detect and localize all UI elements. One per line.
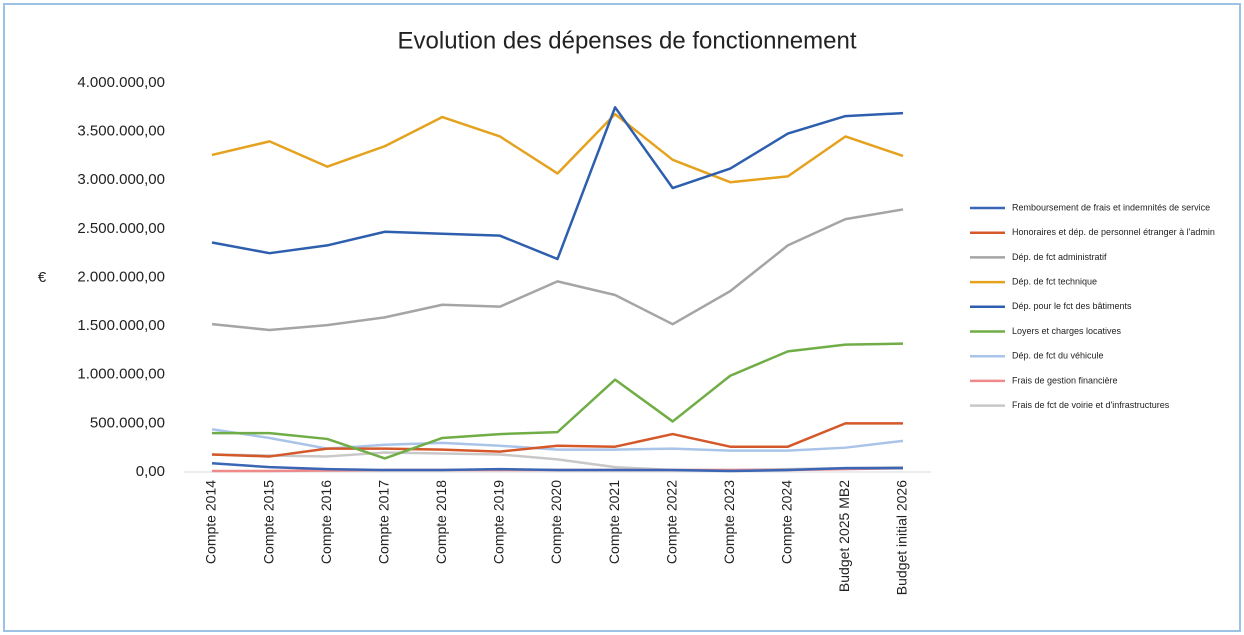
legend-label: Honoraires et dép. de personnel étranger… <box>1012 227 1215 237</box>
x-tick-label: Budget 2025 MB2 <box>836 480 852 592</box>
x-tick-label: Budget initial 2026 <box>894 480 910 595</box>
legend-label: Loyers et charges locatives <box>1012 326 1122 336</box>
legend-label: Dép. de fct administratif <box>1012 252 1107 262</box>
y-tick-label: 2.500.000,00 <box>77 220 165 237</box>
y-tick-label: 3.000.000,00 <box>77 171 165 188</box>
series-line <box>212 342 904 460</box>
series-line <box>211 422 903 458</box>
x-tick-label: Compte 2023 <box>721 480 737 564</box>
x-tick-label: Compte 2017 <box>375 480 391 564</box>
legend-label: Frais de fct de voirie et d'infrastructu… <box>1012 400 1170 410</box>
legend-label: Frais de gestion financière <box>1012 375 1118 385</box>
y-tick-label: 4.000.000,00 <box>77 74 165 91</box>
x-tick-label: Compte 2018 <box>433 480 449 564</box>
y-tick-label: 3.500.000,00 <box>77 123 165 140</box>
x-tick-label: Compte 2024 <box>779 480 795 564</box>
legend-label: Dép. de fct technique <box>1012 276 1097 286</box>
series-line <box>211 106 904 261</box>
x-tick-label: Compte 2022 <box>663 480 679 564</box>
series-line <box>211 461 903 473</box>
y-tick-label: 500.000,00 <box>90 414 165 431</box>
legend-label: Dép. de fct du véhicule <box>1012 351 1104 361</box>
chart-border <box>3 3 1241 632</box>
y-tick-label: 1.000.000,00 <box>77 366 165 383</box>
x-tick-label: Compte 2021 <box>606 480 622 564</box>
legend-label: Remboursement de frais et indemnités de … <box>1012 202 1210 212</box>
y-axis-label: € <box>38 269 47 286</box>
y-tick-label: 0,00 <box>136 463 165 480</box>
y-tick-label: 2.000.000,00 <box>77 268 165 285</box>
y-tick-label: 1.500.000,00 <box>77 317 165 334</box>
chart-title: Evolution des dépenses de fonctionnement <box>398 27 857 54</box>
legend-label: Dép. pour le fct des bâtiments <box>1012 301 1132 311</box>
series-line <box>211 208 904 332</box>
x-tick-label: Compte 2015 <box>260 480 276 564</box>
x-tick-label: Compte 2019 <box>491 480 507 564</box>
x-tick-label: Compte 2016 <box>318 480 334 564</box>
x-tick-label: Compte 2014 <box>203 480 219 564</box>
x-tick-label: Compte 2020 <box>548 480 564 564</box>
series-line <box>211 112 904 184</box>
